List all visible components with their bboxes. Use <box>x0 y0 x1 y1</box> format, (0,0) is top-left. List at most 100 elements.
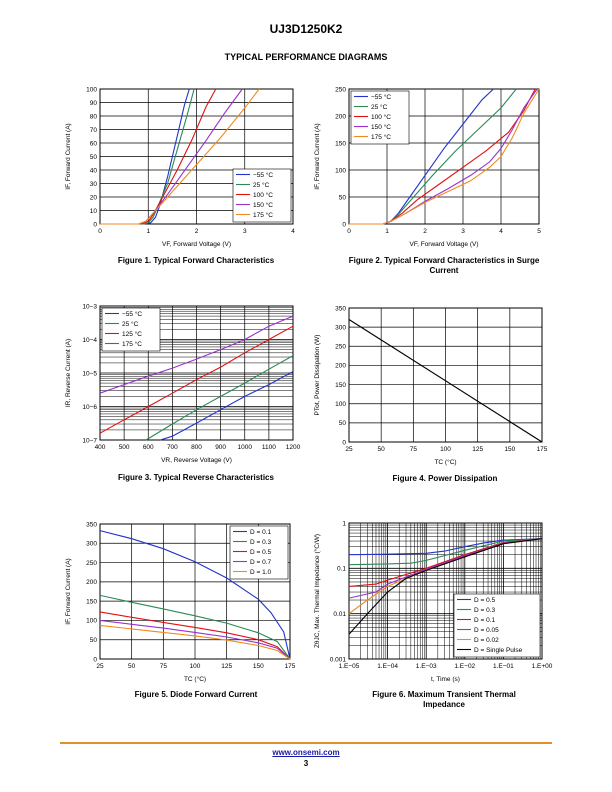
legend-box <box>453 593 541 658</box>
legend-label: D = 0.3 <box>250 539 272 546</box>
legend-label: 175 °C <box>122 340 142 348</box>
y-tick-label: 150 <box>86 598 97 605</box>
series-line-0 <box>99 530 291 660</box>
legend-box <box>229 525 289 580</box>
legend-label: D = 0.05 <box>474 627 499 634</box>
x-tick-label: 100 <box>440 446 451 453</box>
x-tick-label: 1100 <box>262 444 276 451</box>
x-tick-label: 500 <box>119 444 130 451</box>
y-tick-label: 350 <box>335 305 346 312</box>
legend-label: 100 °C <box>371 113 391 121</box>
x-tick-label: 1 <box>146 228 150 235</box>
series-line-5 <box>348 538 543 635</box>
series-line-2 <box>99 611 291 660</box>
series-line-3 <box>348 538 543 599</box>
x-tick-label: 600 <box>143 444 154 451</box>
series-line-4 <box>99 624 291 660</box>
x-tick-label: 4 <box>291 228 295 235</box>
x-tick-label: 700 <box>167 444 178 451</box>
legend-label: 25 °C <box>122 320 139 328</box>
y-tick-label: 90 <box>90 100 98 107</box>
y-tick-label: 0 <box>93 221 97 228</box>
y-tick-label: 50 <box>339 420 347 427</box>
x-tick-label: 175 <box>537 446 548 453</box>
legend-label: 175 °C <box>253 211 273 219</box>
fig4-chart: 25 50 75 100 125 150 175 0 50 100 150 200 250 300 350 T… <box>314 305 548 466</box>
y-tick-label: 50 <box>90 637 98 644</box>
footer-website-link[interactable]: www.onsemi.com <box>272 748 340 757</box>
y-tick-label: 200 <box>335 113 346 120</box>
series-line-1 <box>99 594 291 660</box>
y-tick-label: 0.1 <box>337 566 346 573</box>
legend-label: D = Single Pulse <box>474 647 523 654</box>
legend-label: 175 °C <box>371 133 391 141</box>
figure-2-caption: Figure 2. Typical Forward Characteristic… <box>348 256 540 275</box>
x-tick-label: 25 <box>96 663 104 670</box>
y-tick-label: 100 <box>86 86 97 93</box>
series-line-2 <box>99 325 294 434</box>
figure-1-caption: Figure 1. Typical Forward Characteristic… <box>117 256 275 265</box>
y-tick-label: 1 <box>342 520 346 527</box>
x-tick-label: 900 <box>215 444 226 451</box>
x-tick-label: 5 <box>537 228 541 235</box>
legend-box <box>232 168 292 223</box>
y-tick-label: 100 <box>335 167 346 174</box>
x-tick-label: 0 <box>98 228 102 235</box>
x-tick-label: 150 <box>504 446 515 453</box>
x-tick-label: 4 <box>499 228 503 235</box>
document-title: UJ3D1250K2 <box>269 22 343 36</box>
y-axis-label: PTot, Power Dissipation (W) <box>314 335 321 416</box>
figure-3-caption: Figure 3. Typical Reverse Characteristic… <box>118 473 274 482</box>
x-tick-label: 1.E+00 <box>532 663 553 670</box>
x-tick-label: 3 <box>461 228 465 235</box>
legend-label: D = 0.02 <box>474 637 499 644</box>
y-tick-label: 10−6 <box>82 404 97 411</box>
x-tick-label: 1200 <box>286 444 301 451</box>
x-tick-label: 1.E−03 <box>416 663 437 670</box>
x-tick-label: 125 <box>221 663 232 670</box>
legend-label: −55 °C <box>122 310 142 318</box>
series-line-4 <box>349 88 540 225</box>
y-axis-label: ZθJC, Max. Thermal Impedance (°C/W) <box>313 534 321 648</box>
x-tick-label: 3 <box>243 228 247 235</box>
y-tick-label: 40 <box>90 167 98 174</box>
y-tick-label: 0.01 <box>333 611 346 618</box>
x-axis-label: t, Time (s) <box>431 676 460 683</box>
x-tick-label: 1.E−02 <box>454 663 475 670</box>
series-line-1 <box>348 538 543 566</box>
legend-label: D = 0.1 <box>250 529 272 536</box>
y-tick-label: 50 <box>339 194 347 201</box>
legend-label: D = 0.3 <box>474 607 496 614</box>
fig6-chart: 1.E−05 1.E−04 1.E−03 1.E−02 1.E−01 1.E+00 0.00… <box>313 520 553 683</box>
series-line-2 <box>100 88 217 225</box>
x-tick-label: 25 <box>345 446 353 453</box>
x-tick-label: 50 <box>128 663 136 670</box>
y-tick-label: 300 <box>335 324 346 331</box>
page-number: 3 <box>303 759 309 768</box>
legend-label: 125 °C <box>122 330 142 338</box>
y-tick-label: 10−3 <box>82 303 97 310</box>
x-tick-label: 175 <box>285 663 296 670</box>
y-axis-label: IF, Forward Current (A) <box>65 558 72 624</box>
figure-6-caption: Figure 6. Maximum Transient Thermal Impe… <box>372 690 516 709</box>
x-axis-label: VF, Forward Voltage (V) <box>162 241 231 248</box>
legend-label: D = 0.5 <box>250 549 272 556</box>
y-tick-label: 10 <box>90 208 98 215</box>
y-tick-label: 50 <box>90 154 98 161</box>
plot-frame <box>348 307 543 443</box>
x-tick-label: 2 <box>423 228 427 235</box>
y-tick-label: 150 <box>335 140 346 147</box>
y-axis-label: IF, Forward Current (A) <box>65 123 72 189</box>
y-tick-label: 150 <box>335 382 346 389</box>
y-tick-label: 10−4 <box>82 337 97 344</box>
y-tick-label: 200 <box>86 579 97 586</box>
fig5-chart: 25 50 75 100 125 150 175 0 50 100 150 200 250 300 350 T… <box>65 521 296 683</box>
x-tick-label: 800 <box>191 444 202 451</box>
legend-label: D = 1.0 <box>250 569 272 576</box>
x-tick-label: 1.E−04 <box>377 663 398 670</box>
x-tick-label: 400 <box>95 444 106 451</box>
y-tick-label: 10−5 <box>82 370 97 377</box>
figure-5-caption: Figure 5. Diode Forward Current <box>134 690 258 699</box>
y-axis-label: IR, Reverse Current (A) <box>65 339 72 407</box>
